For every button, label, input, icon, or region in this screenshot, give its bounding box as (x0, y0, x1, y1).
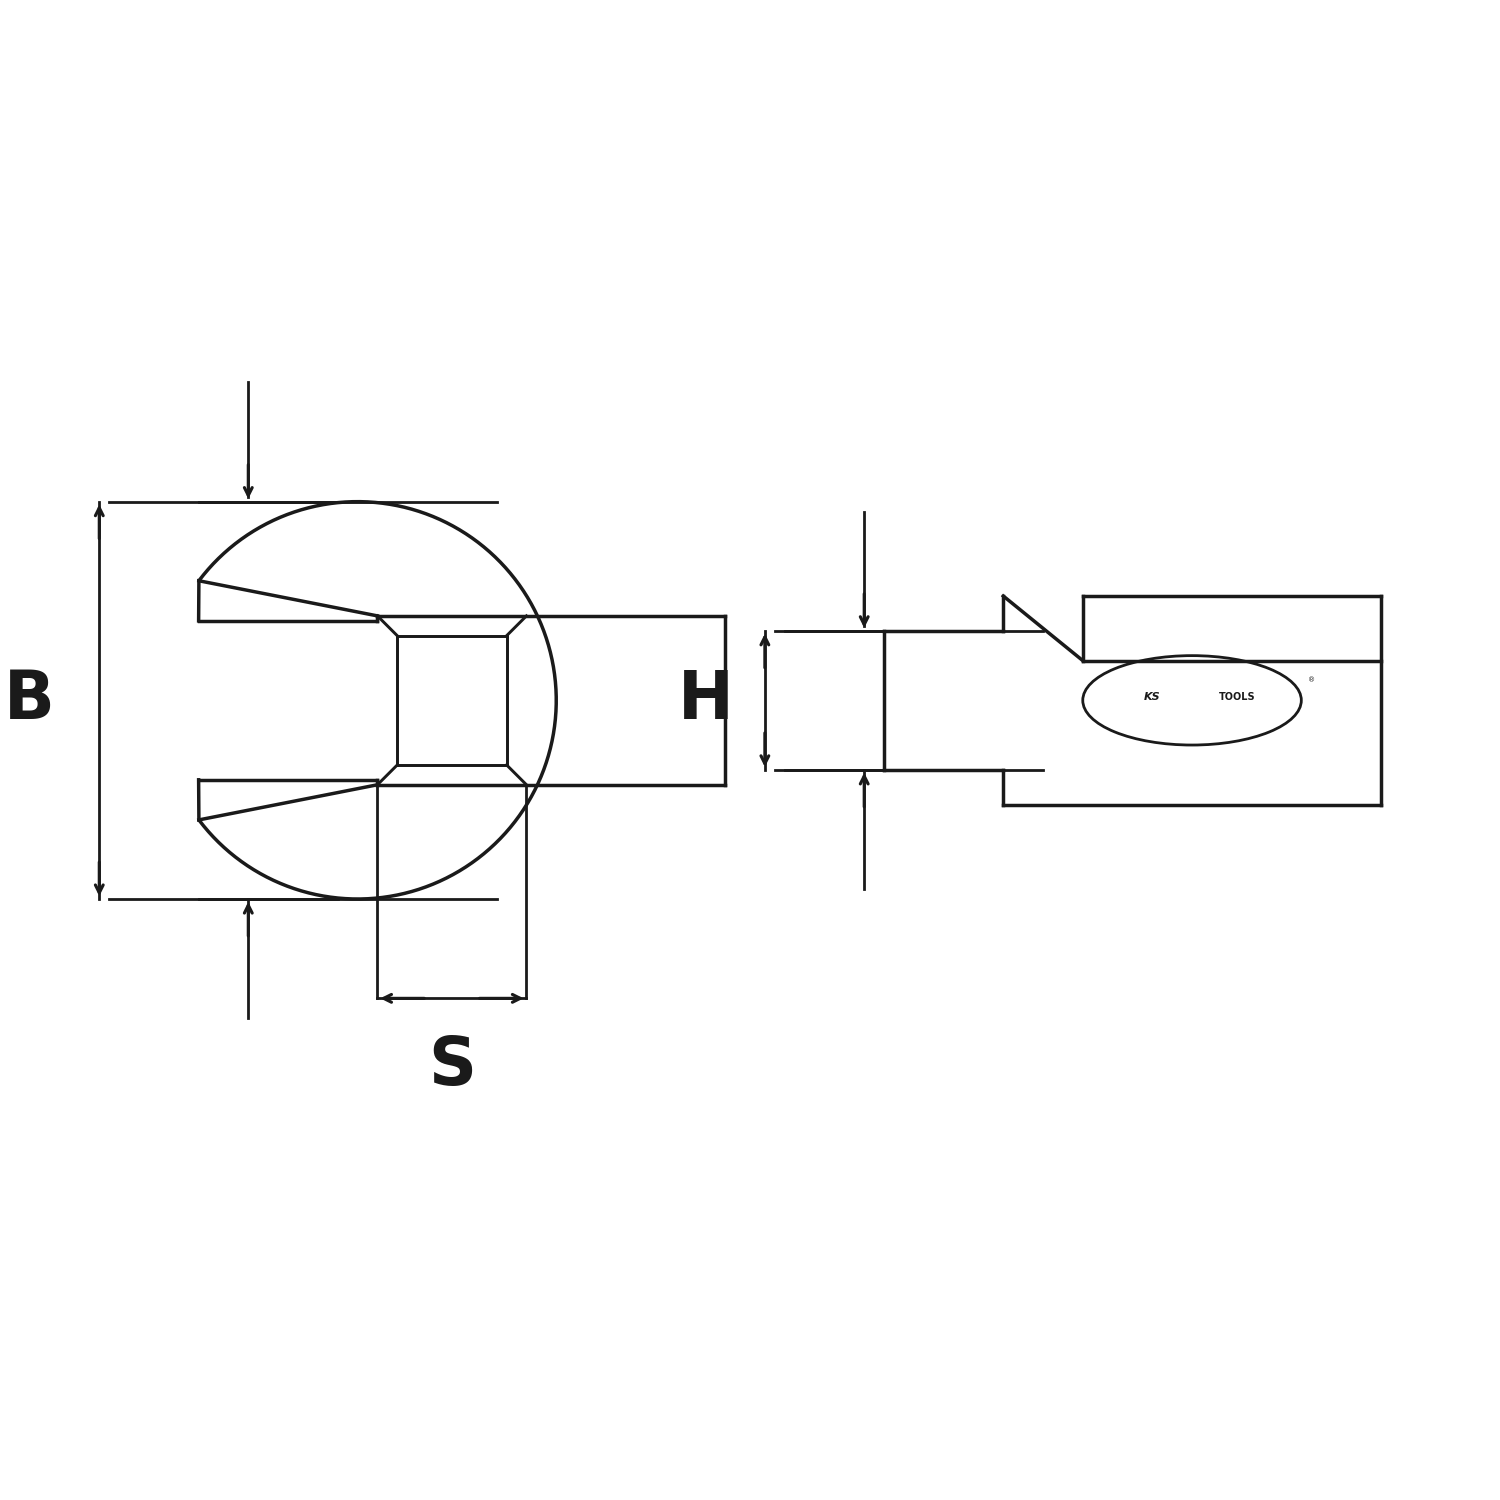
Text: B: B (4, 668, 55, 734)
Text: ®: ® (1308, 678, 1316, 684)
Text: H: H (678, 668, 734, 734)
Text: KS: KS (1144, 693, 1161, 702)
Text: TOOLS: TOOLS (1218, 693, 1255, 702)
Text: S: S (427, 1034, 476, 1100)
